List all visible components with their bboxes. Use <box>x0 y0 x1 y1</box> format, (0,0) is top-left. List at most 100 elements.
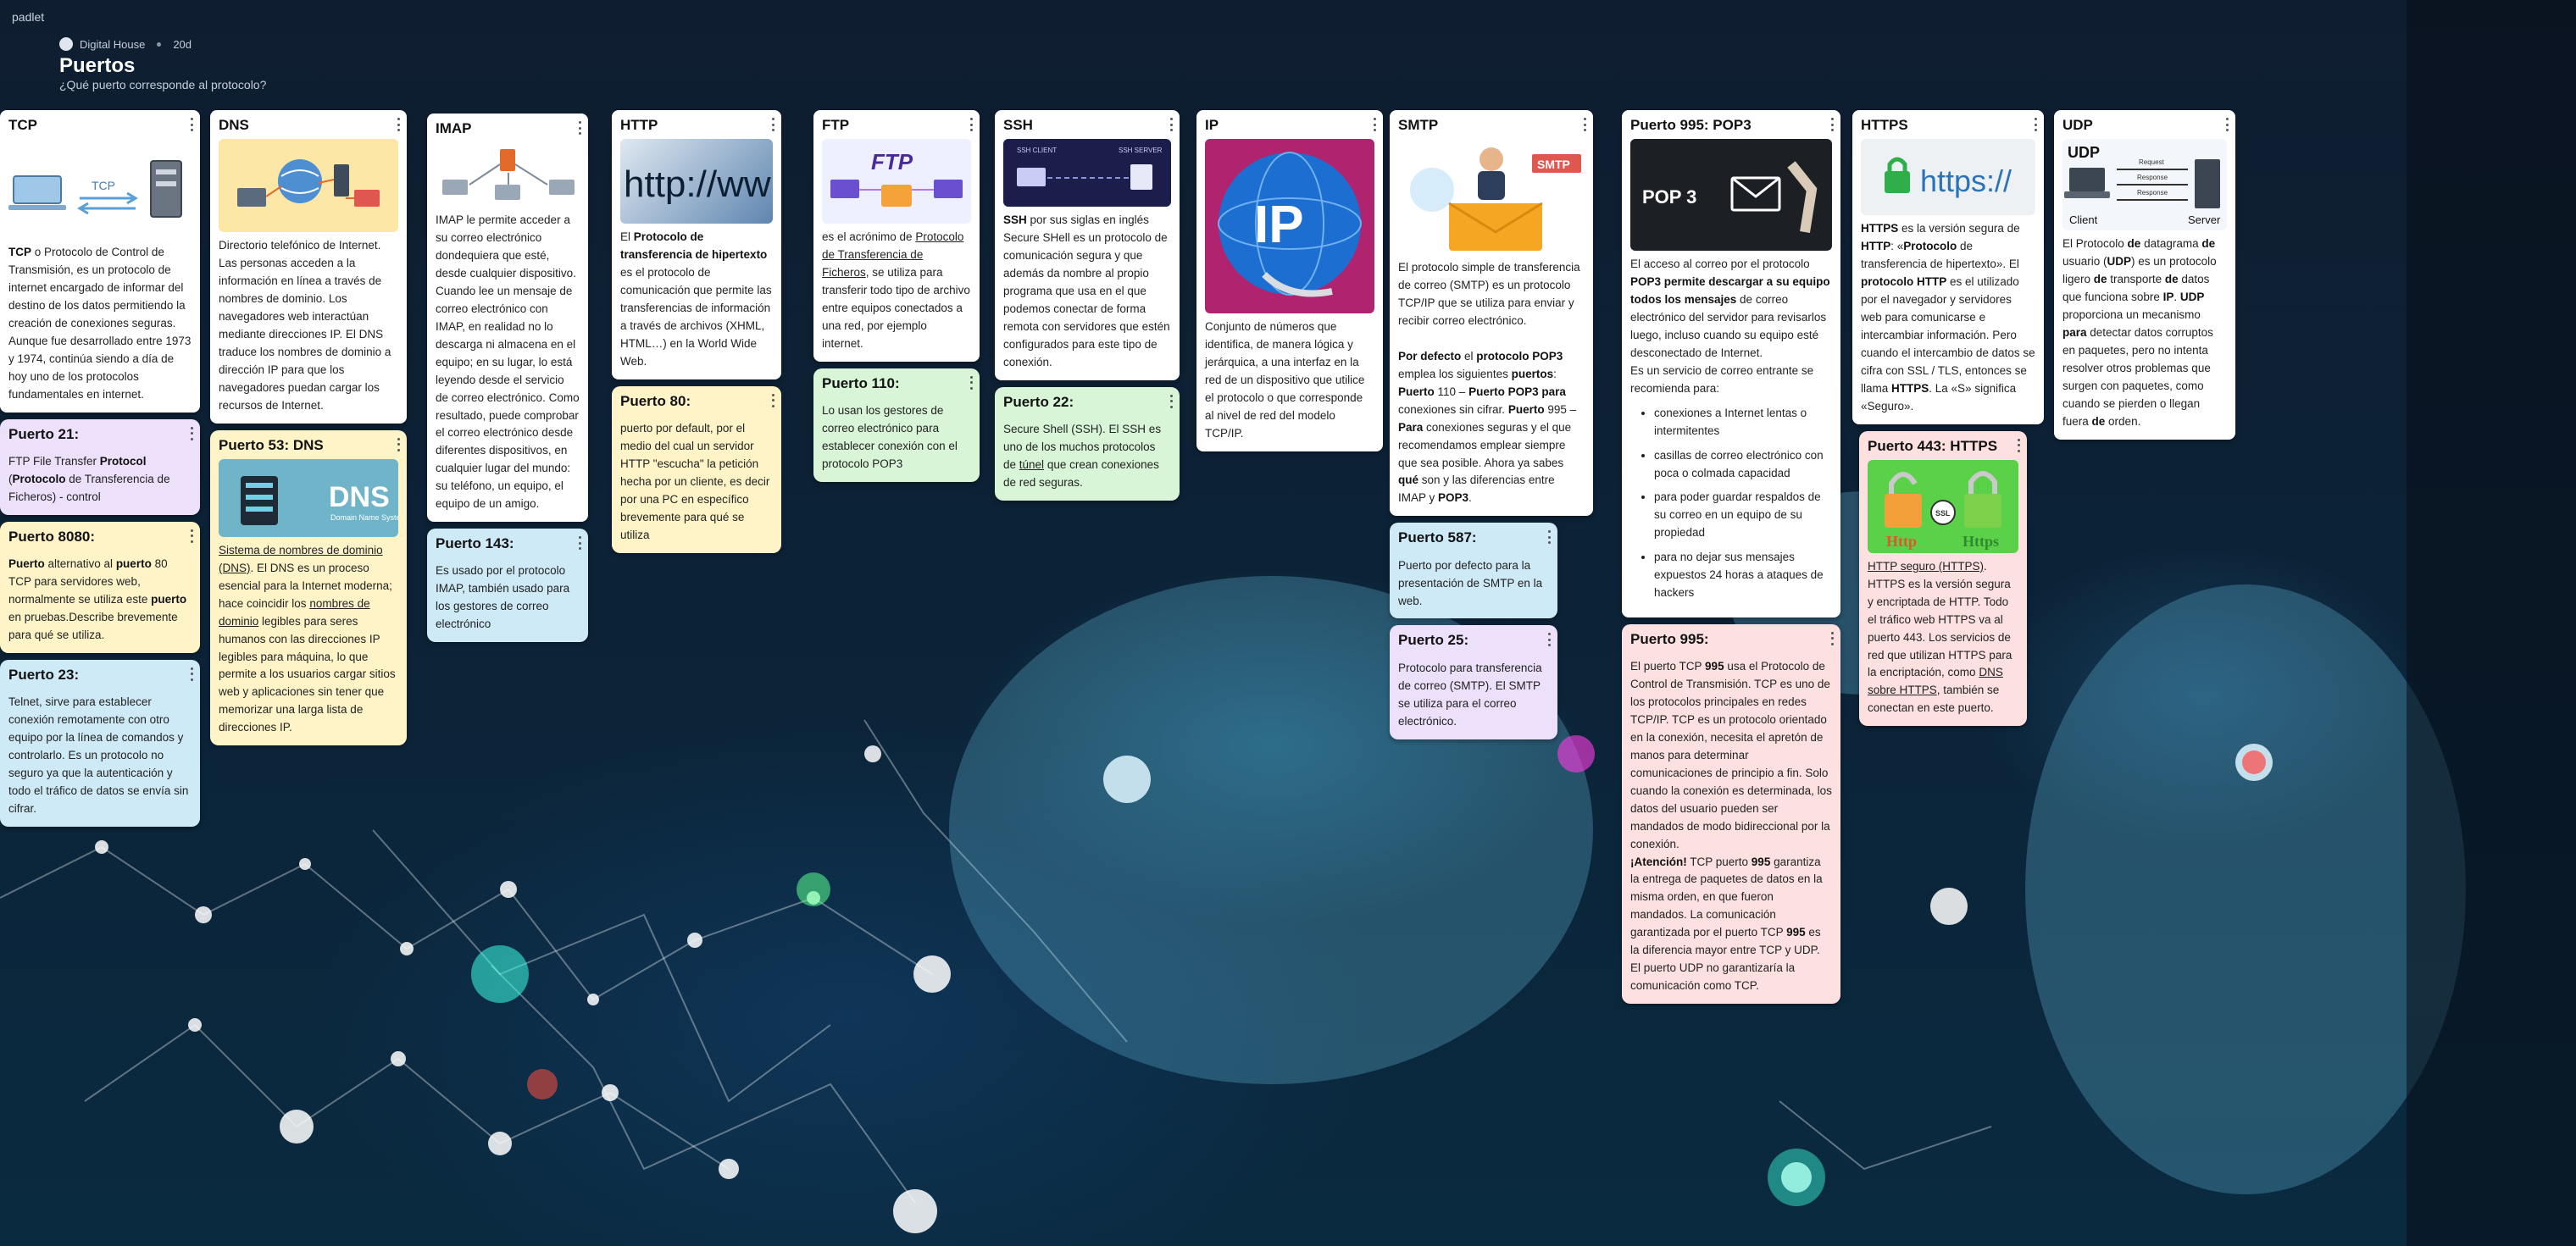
column-title: SSH <box>1003 117 1033 133</box>
more-options-icon[interactable] <box>2225 118 2229 131</box>
smtp-mail-icon[interactable]: SMTP <box>1398 139 1585 255</box>
post-title: Puerto 8080: <box>8 528 96 545</box>
post-body: HTTP seguro (HTTPS). HTTPS es la versión… <box>1868 559 2012 715</box>
more-options-icon[interactable] <box>190 426 193 440</box>
http-vs-https-lock-icon[interactable]: SSL Http Https <box>1868 459 2018 553</box>
separator-dot <box>157 42 162 47</box>
column-ip: IP IP Conjunto de números que identifica… <box>1196 110 1383 458</box>
column-card-ssh[interactable]: SSH SSH CLIENT SSH SERVER SSH por sus si… <box>995 110 1180 380</box>
column-title: Puerto 995: POP3 <box>1630 117 1752 133</box>
column-card-pop3[interactable]: Puerto 995: POP3 POP 3 El acceso al corr… <box>1622 110 1840 617</box>
http-label: Http <box>1886 533 1917 550</box>
more-options-icon[interactable] <box>771 393 774 407</box>
column-card-udp[interactable]: UDP UDP Request Response Response Client… <box>2054 110 2235 440</box>
more-options-icon[interactable] <box>190 118 193 131</box>
more-options-icon[interactable] <box>397 437 400 451</box>
more-options-icon[interactable] <box>1583 118 1586 131</box>
client-label: Client <box>2069 213 2098 226</box>
more-options-icon[interactable] <box>190 667 193 681</box>
more-options-icon[interactable] <box>1169 118 1173 131</box>
https-lock-icon[interactable]: https:// <box>1861 139 2035 216</box>
column-description: es el acrónimo de Protocolo de Transfere… <box>822 230 970 350</box>
column-description: Directorio telefónico de Internet. Las p… <box>219 239 391 412</box>
ip-globe-icon[interactable]: IP <box>1205 139 1374 314</box>
more-options-icon[interactable] <box>578 121 581 135</box>
more-options-icon[interactable] <box>969 375 973 390</box>
pop3-mail-icon[interactable]: POP 3 <box>1630 139 1832 252</box>
column-ssh: SSH SSH CLIENT SSH SERVER SSH por sus si… <box>995 110 1180 507</box>
column-card-dns[interactable]: DNS Directorio telefónico de Internet. L… <box>210 110 407 424</box>
more-options-icon[interactable] <box>578 536 581 551</box>
post-puerto-443[interactable]: Puerto 443: HTTPS SSL Http Https HTTP se… <box>1859 430 2027 727</box>
post-title: Puerto 443: HTTPS <box>1868 437 1998 454</box>
ssh-diagram-icon[interactable]: SSH CLIENT SSH SERVER <box>1003 139 1171 208</box>
more-options-icon[interactable] <box>1547 633 1551 647</box>
board-age: 20d <box>173 37 192 51</box>
page-title: Puertos <box>59 54 136 77</box>
post-puerto-995[interactable]: Puerto 995: El puerto TCP 995 usa el Pro… <box>1622 623 1840 1004</box>
post-puerto-80[interactable]: Puerto 80: puerto por default, por el me… <box>612 385 781 553</box>
column-dns: DNS Directorio telefónico de Internet. L… <box>210 110 407 752</box>
column-description: SSH por sus siglas en inglés Secure SHel… <box>1003 213 1170 368</box>
more-options-icon[interactable] <box>1830 118 1834 131</box>
more-options-icon[interactable] <box>969 118 973 131</box>
more-options-icon[interactable] <box>1169 394 1173 408</box>
pop3-image-label: POP 3 <box>1642 186 1696 208</box>
column-card-smtp[interactable]: SMTP SMTP El protocolo simple de transfe… <box>1390 110 1593 517</box>
post-body: Lo usan los gestores de correo electróni… <box>822 404 958 470</box>
network-diagram-icon[interactable]: TCP <box>8 139 192 240</box>
post-puerto-22[interactable]: Puerto 22: Secure Shell (SSH). El SSH es… <box>995 386 1180 501</box>
post-puerto-8080[interactable]: Puerto 8080: Puerto alternativo al puert… <box>0 521 200 653</box>
column-card-tcp[interactable]: TCP TCP TCP o Protocolo de Control de Tr… <box>0 110 200 413</box>
post-title: Puerto 80: <box>620 392 691 409</box>
imap-diagram-icon[interactable] <box>436 142 580 208</box>
post-puerto-587[interactable]: Puerto 587: Puerto por defecto para la p… <box>1390 523 1557 619</box>
post-puerto-53[interactable]: Puerto 53: DNS DNS Domain Name System Si… <box>210 429 407 746</box>
post-puerto-110[interactable]: Puerto 110: Lo usan los gestores de corr… <box>813 368 980 482</box>
post-puerto-21[interactable]: Puerto 21: FTP File Transfer Protocol (P… <box>0 418 200 515</box>
post-puerto-143[interactable]: Puerto 143: Es usado por el protocolo IM… <box>427 529 588 643</box>
column-description: El acceso al correo por el protocolo POP… <box>1622 251 1840 617</box>
post-body: FTP File Transfer Protocol (Protocolo de… <box>8 455 170 503</box>
post-puerto-25[interactable]: Puerto 25: Protocolo para transferencia … <box>1390 625 1557 739</box>
column-http: HTTP http://ww El Protocolo de transfere… <box>612 110 781 560</box>
column-description: El Protocolo de transferencia de hiperte… <box>620 230 772 368</box>
post-body: Protocolo para transferencia de correo (… <box>1398 661 1542 728</box>
svg-text:TCP: TCP <box>92 179 115 192</box>
column-pop3: Puerto 995: POP3 POP 3 El acceso al corr… <box>1622 110 1840 1011</box>
column-card-https[interactable]: HTTPS https:// HTTPS es la versión segur… <box>1852 110 2044 424</box>
pop3-intro: El acceso al correo por el protocolo POP… <box>1630 258 1830 395</box>
post-body: Sistema de nombres de dominio (DNS). El … <box>219 544 396 734</box>
column-card-ip[interactable]: IP IP Conjunto de números que identifica… <box>1196 110 1383 451</box>
more-options-icon[interactable] <box>190 529 193 543</box>
more-options-icon[interactable] <box>1547 530 1551 545</box>
post-title: Puerto 53: DNS <box>219 436 324 453</box>
column-title: DNS <box>219 117 249 133</box>
more-options-icon[interactable] <box>2017 438 2020 452</box>
dns-server-icon[interactable]: DNS Domain Name System <box>219 459 398 537</box>
ssl-label: SSL <box>1935 509 1951 518</box>
column-card-ftp[interactable]: FTP FTP es el acrónimo de Protocolo de T… <box>813 110 980 362</box>
column-description: El protocolo simple de transferencia de … <box>1398 261 1580 505</box>
more-options-icon[interactable] <box>2034 118 2037 131</box>
column-card-http[interactable]: HTTP http://ww El Protocolo de transfere… <box>612 110 781 379</box>
padlet-logo[interactable]: padlet <box>12 10 45 24</box>
more-options-icon[interactable] <box>1373 118 1376 131</box>
owner-name[interactable]: Digital House <box>80 37 146 51</box>
http-image-label: http://ww <box>624 163 771 205</box>
ftp-diagram-icon[interactable]: FTP <box>822 139 971 224</box>
ssh-client-label: SSH CLIENT <box>1017 147 1057 154</box>
more-options-icon[interactable] <box>397 118 400 131</box>
more-options-icon[interactable] <box>771 118 774 131</box>
column-smtp: SMTP SMTP El protocolo simple de transfe… <box>1390 110 1593 746</box>
udp-diagram-icon[interactable]: UDP Request Response Response Client Ser… <box>2062 139 2227 231</box>
post-title: Puerto 23: <box>8 666 80 683</box>
http-url-icon[interactable]: http://ww <box>620 139 773 224</box>
column-card-imap[interactable]: IMAP IMAP le permite acceder a su correo… <box>427 114 588 523</box>
column-title: FTP <box>822 117 850 133</box>
owner-avatar[interactable] <box>59 37 73 51</box>
column-title: IP <box>1205 117 1219 133</box>
more-options-icon[interactable] <box>1830 631 1834 645</box>
dns-diagram-icon[interactable] <box>219 139 398 233</box>
post-puerto-23[interactable]: Puerto 23: Telnet, sirve para establecer… <box>0 659 200 827</box>
